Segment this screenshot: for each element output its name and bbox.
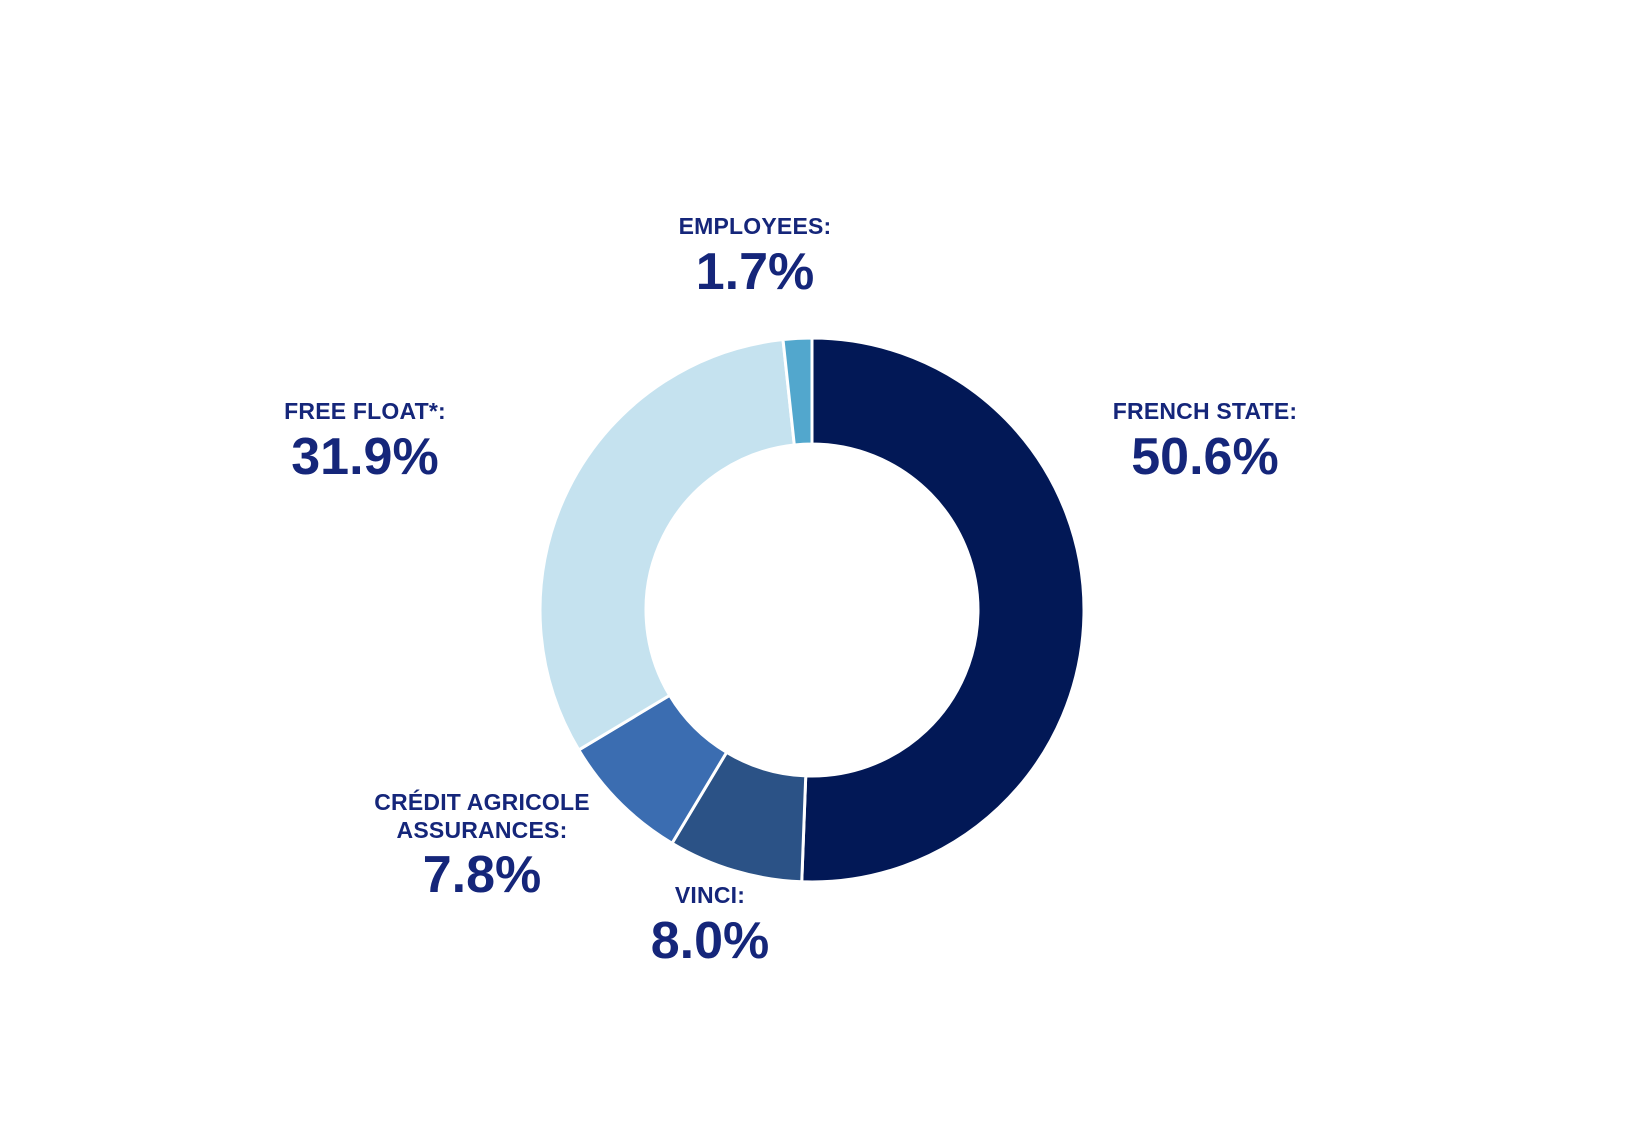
- slice-employees: [781, 336, 814, 447]
- label-french-state-value: 50.6%: [1131, 427, 1279, 486]
- label-credit-agricole-value: 7.8%: [422, 846, 542, 905]
- slice-free-float: [538, 338, 796, 752]
- label-vinci-value: 8.0%: [650, 911, 770, 970]
- label-employees-value: 1.7%: [695, 242, 815, 301]
- label-credit-agricole: CRÉDIT AGRICOLE ASSURANCES: 7.8%: [352, 789, 612, 903]
- label-free-float: FREE FLOAT*: 31.9%: [245, 398, 485, 484]
- label-french-state: FRENCH STATE: 50.6%: [1085, 398, 1325, 484]
- label-employees: EMPLOYEES: 1.7%: [635, 213, 875, 299]
- label-french-state-name: FRENCH STATE:: [1112, 398, 1298, 424]
- label-employees-name: EMPLOYEES:: [678, 213, 832, 239]
- label-vinci: VINCI: 8.0%: [590, 882, 830, 968]
- label-vinci-name: VINCI:: [674, 882, 746, 908]
- label-free-float-value: 31.9%: [291, 427, 439, 486]
- label-free-float-name: FREE FLOAT*:: [284, 398, 446, 424]
- slice-french-state: [800, 336, 1086, 884]
- label-credit-agricole-name: CRÉDIT AGRICOLE ASSURANCES:: [374, 789, 590, 843]
